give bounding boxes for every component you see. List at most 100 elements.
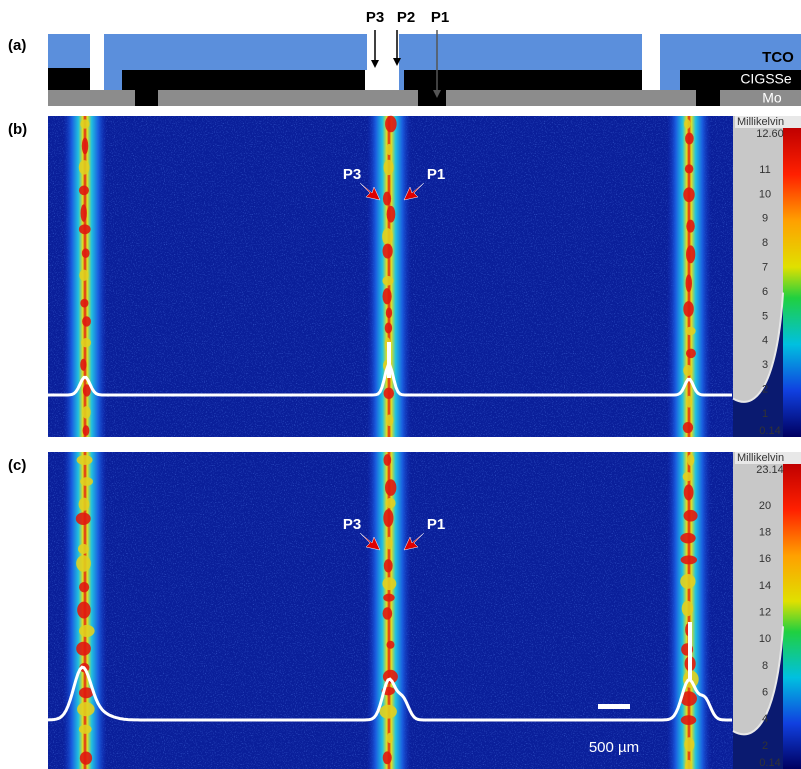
hot-spot [82,406,91,419]
marker-label: P1 [427,516,445,533]
hot-spot [79,582,90,593]
colorbar-tick-label: 5 [762,310,768,322]
colorbar-tick-label: 16 [759,553,771,565]
absorber-layer [48,68,90,90]
colorbar-tick-label: 12 [759,607,771,619]
tco-layer [104,70,122,90]
hot-spot [687,454,695,466]
hot-spot [79,751,93,765]
hot-spot [82,425,90,436]
hot-spot [685,274,692,293]
hot-spot [82,384,91,397]
colorbar-tick-label: 20 [759,500,771,512]
hot-spot [384,322,393,334]
colorbar-tick-label: 8 [762,237,768,249]
hot-spot [81,248,90,259]
hot-spot [684,737,695,752]
hot-spot [685,348,696,359]
hot-spot [78,497,90,511]
colorbar-unit: Millikelvin [737,116,784,128]
hot-spot [77,601,91,619]
hot-spot [685,132,694,145]
hot-spot [382,751,392,765]
hot-spot [82,316,91,327]
colorbar-tick-label: 2 [762,384,768,396]
layer-label: Mo [762,90,782,106]
arrow [433,90,441,98]
hot-spot [75,512,91,526]
red-arrow [359,532,381,551]
hot-spot [76,555,91,572]
marker-label: P3 [343,516,361,533]
hot-spot [385,414,394,427]
hot-spot [686,219,695,233]
hot-spot [386,640,395,649]
hot-spot [385,307,393,319]
hot-spot [686,245,696,264]
tco-layer [660,70,680,90]
hot-spot [382,288,392,305]
hot-spot [383,509,394,527]
layer-label: TCO [762,49,794,66]
hot-spot [78,224,91,235]
colorbar-tick-label: 18 [759,527,771,539]
colorbar-tick-label: 7 [762,262,768,274]
hot-spot [81,137,89,155]
hot-spot [383,454,392,466]
colorbar-tick-label: 9 [762,213,768,225]
hot-spot [80,477,93,486]
hot-spot [385,115,397,133]
red-arrow [403,182,425,201]
hot-spot [79,269,89,281]
tco-layer [104,34,367,70]
hot-spot [383,593,395,602]
colorbar-max: 23.14 [756,464,784,476]
tco-layer [48,34,90,68]
colorbar-tick-label: 4 [762,335,768,347]
hot-spot [683,301,694,317]
red-arrow [359,182,381,201]
absorber-layer [404,70,642,90]
colorbar-tick-label: 2 [762,740,768,752]
hot-spot [683,509,698,522]
hot-spot [684,759,693,769]
colorbar-min: 0.14 [759,425,780,437]
hot-spot [685,326,696,336]
arrow [371,60,379,68]
colorbar-tick-label: 8 [762,660,768,672]
colorbar-tick-label: 6 [762,687,768,699]
hot-spot [386,143,393,156]
hot-spot [78,624,95,637]
hot-spot [382,228,393,246]
colorbar-tick-label: 1 [762,408,768,420]
hot-spot [680,691,697,707]
histogram [732,626,784,736]
colorbar-tick-label: 10 [759,188,771,200]
hot-spot [383,559,393,573]
hot-spot [383,387,395,400]
hot-spot [78,724,92,734]
colorbar-min: 0.14 [759,757,780,769]
tco-layer [660,34,801,70]
hot-spot [76,641,91,656]
scale-bar-label: 500 µm [589,739,639,756]
hot-spot [80,298,89,308]
hot-spot [78,687,94,699]
histogram [733,626,783,769]
tco-layer [399,70,404,90]
colorbar-tick-label: 10 [759,633,771,645]
scribe-fill [135,90,158,106]
hot-spot [385,536,393,550]
histogram [733,292,783,437]
scale-bar [598,704,630,709]
hot-spot [681,600,694,617]
red-arrow [403,532,425,551]
scribe-fill [418,90,446,106]
hot-spot [382,577,397,591]
colorbar-header [735,116,801,128]
cross-section: (a) P3 P2 P1 TCO CIGSSe Mo [8,9,801,106]
hot-spot [684,164,694,174]
hot-spot [77,702,95,717]
scribe-fill [696,90,720,106]
